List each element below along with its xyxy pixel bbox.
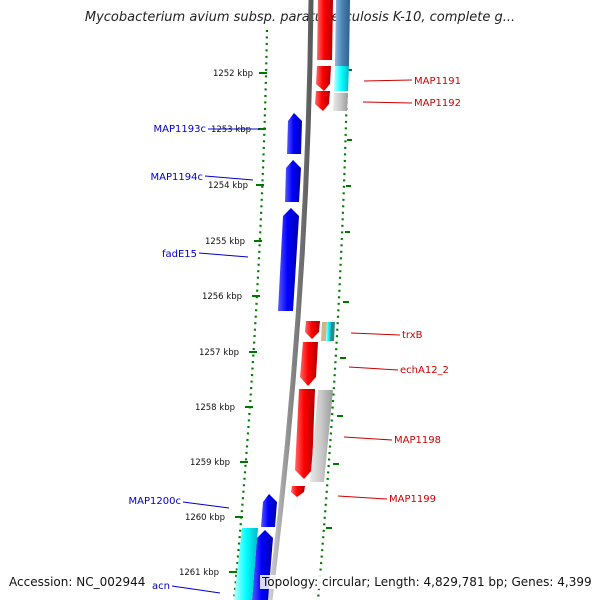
- cds-forward-map1191: [316, 66, 331, 91]
- gene-labels-left: MAP1193c MAP1194c fadE15 MAP1200c acn: [129, 124, 206, 592]
- feature-cyan: [326, 322, 331, 341]
- feature-track: [310, 0, 350, 482]
- feature-tan: [321, 322, 327, 341]
- gene-label-map1194c[interactable]: MAP1194c: [151, 172, 203, 183]
- scale-ticks: [229, 72, 267, 573]
- tick-label: 1254 kbp: [208, 181, 248, 191]
- tick-label: 1257 kbp: [199, 348, 239, 358]
- cds-forward-map1192: [315, 91, 330, 111]
- cds-forward-echa12: [300, 342, 318, 386]
- tick-label: 1259 kbp: [190, 458, 230, 468]
- gene-label-map1192[interactable]: MAP1192: [414, 98, 461, 109]
- gene-label-map1191[interactable]: MAP1191: [414, 76, 461, 87]
- feature-steel: [335, 0, 350, 66]
- reverse-cds-track: [234, 113, 302, 600]
- gc-skew-track-right: [316, 29, 350, 600]
- gene-label-trxb[interactable]: trxB: [402, 330, 423, 341]
- forward-cds-track: [291, 0, 333, 497]
- cds-forward-trxb: [305, 321, 320, 339]
- leader-lines: [171, 79, 413, 594]
- scale-tick-labels: 1252 kbp 1253 kbp 1254 kbp 1255 kbp 1256…: [179, 69, 253, 578]
- tick-label: 1256 kbp: [202, 292, 242, 302]
- cds-reverse-fade15: [278, 208, 299, 311]
- feature-teal: [330, 322, 335, 341]
- topology-text: Topology: circular; Length: 4,829,781 bp…: [260, 575, 594, 589]
- gene-label-map1198[interactable]: MAP1198: [394, 435, 441, 446]
- tick-label: 1253 kbp: [211, 125, 251, 135]
- gene-label-map1193c[interactable]: MAP1193c: [154, 124, 206, 135]
- cds-forward-map1199: [291, 486, 305, 497]
- cds-forward-map1198: [295, 389, 315, 479]
- gene-label-fade15[interactable]: fadE15: [162, 249, 197, 260]
- gene-label-echa12-2[interactable]: echA12_2: [400, 365, 449, 376]
- cds-forward: [317, 0, 333, 60]
- gene-labels-right: MAP1191 MAP1192 trxB echA12_2 MAP1198 MA…: [389, 76, 461, 505]
- tick-label: 1252 kbp: [213, 69, 253, 79]
- gene-label-map1200c[interactable]: MAP1200c: [129, 496, 181, 507]
- accession-text: Accession: NC_002944: [9, 575, 146, 589]
- tick-label: 1260 kbp: [185, 513, 225, 523]
- cds-reverse-map1200c: [261, 494, 277, 527]
- cds-reverse-map1194c: [285, 160, 301, 202]
- tick-label: 1261 kbp: [179, 568, 219, 578]
- gene-label-map1199[interactable]: MAP1199: [389, 494, 436, 505]
- cds-reverse-map1193c: [287, 113, 302, 154]
- feature-gray: [333, 93, 348, 111]
- feature-cyan-acn: [234, 528, 258, 600]
- map-title: Mycobacterium avium subsp. paratuberculo…: [84, 10, 516, 25]
- gene-label-acn[interactable]: acn: [152, 581, 170, 592]
- feature-cyan: [334, 66, 349, 91]
- tick-label: 1258 kbp: [195, 403, 235, 413]
- feature-gray: [310, 390, 333, 482]
- tick-label: 1255 kbp: [205, 237, 245, 247]
- backbone: [267, 0, 314, 600]
